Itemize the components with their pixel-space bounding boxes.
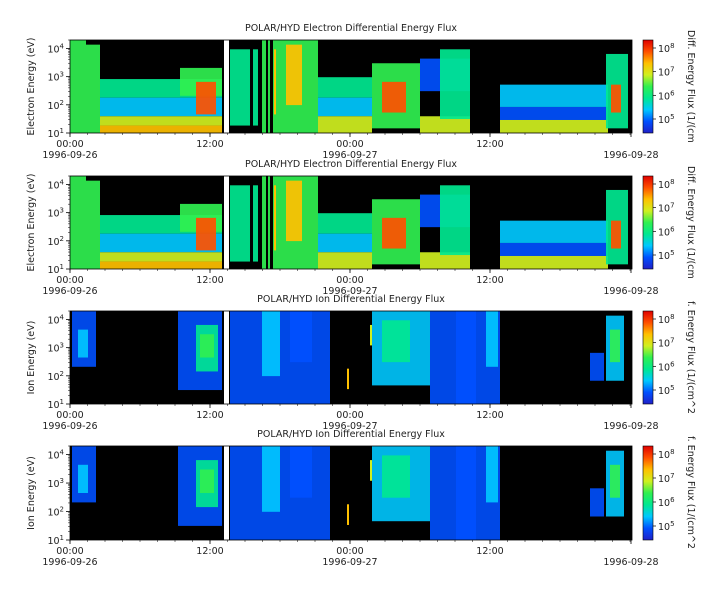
x-tick-date: 1996-09-28 bbox=[603, 557, 658, 568]
colorbar-tick-label: 105 bbox=[658, 249, 675, 262]
x-tick-date: 1996-09-27 bbox=[322, 421, 377, 432]
colorbar: 105 106 107 108 f. Energy Flux (1/(cm^2 bbox=[642, 301, 696, 414]
y-tick-label: 102 bbox=[47, 370, 64, 383]
colorbar-tick-label: 105 bbox=[658, 384, 675, 397]
y-tick-label: 104 bbox=[47, 42, 64, 55]
x-tick-label: 00:00 bbox=[336, 410, 363, 421]
plot-frame bbox=[69, 445, 633, 541]
plot-frame bbox=[69, 310, 633, 405]
x-tick-label: 12:00 bbox=[476, 410, 503, 421]
spectrogram-panel-1: POLAR/HYD Electron Differential Energy F… bbox=[26, 23, 696, 161]
colorbar-label: f. Energy Flux (1/(cm^2 bbox=[685, 436, 696, 549]
x-tick-date: 1996-09-27 bbox=[322, 150, 377, 161]
colorbar: 105 106 107 108 f. Energy Flux (1/(cm^2 bbox=[642, 436, 696, 549]
y-tick-label: 101 bbox=[47, 534, 64, 547]
y-tick-label: 104 bbox=[47, 313, 64, 326]
x-tick-date: 1996-09-26 bbox=[42, 421, 97, 432]
x-tick-label: 00:00 bbox=[56, 410, 83, 421]
colorbar-tick-label: 105 bbox=[658, 520, 675, 533]
panel-title: POLAR/HYD Ion Differential Energy Flux bbox=[257, 294, 445, 305]
y-tick-label: 102 bbox=[47, 235, 64, 248]
colorbar-tick-label: 108 bbox=[658, 42, 675, 55]
spectrogram-panel-3: POLAR/HYD Ion Differential Energy Flux Io… bbox=[26, 294, 696, 432]
x-tick-date: 1996-09-28 bbox=[603, 286, 658, 297]
x-tick-label: 12:00 bbox=[196, 139, 223, 150]
x-tick-label: 12:00 bbox=[196, 275, 223, 286]
y-tick-label: 101 bbox=[47, 398, 64, 411]
colorbar: 105 106 107 108 Diff. Energy Flux (1/(cm bbox=[642, 166, 696, 279]
y-axis-label: Ion Energy (eV) bbox=[26, 321, 37, 395]
colorbar-label: Diff. Energy Flux (1/(cm bbox=[685, 30, 696, 143]
x-tick-date: 1996-09-27 bbox=[322, 286, 377, 297]
plot-frame bbox=[69, 39, 633, 134]
colorbar: 105 106 107 108 Diff. Energy Flux (1/(cm bbox=[642, 30, 696, 143]
colorbar-tick-label: 107 bbox=[658, 66, 675, 79]
y-tick-label: 103 bbox=[47, 71, 64, 84]
y-tick-label: 104 bbox=[47, 178, 64, 191]
panel-title: POLAR/HYD Electron Differential Energy F… bbox=[245, 159, 457, 170]
colorbar-tick-label: 108 bbox=[658, 178, 675, 191]
x-tick-label: 12:00 bbox=[196, 546, 223, 557]
colorbar-tick-label: 106 bbox=[658, 360, 675, 373]
x-tick-label: 00:00 bbox=[56, 275, 83, 286]
colorbar-label: Diff. Energy Flux (1/(cm bbox=[685, 166, 696, 279]
x-tick-label: 12:00 bbox=[196, 410, 223, 421]
x-tick-date: 1996-09-26 bbox=[42, 557, 97, 568]
x-tick-label: 12:00 bbox=[476, 139, 503, 150]
colorbar-label: f. Energy Flux (1/(cm^2 bbox=[685, 301, 696, 414]
heatmap-image bbox=[70, 40, 632, 133]
colorbar-tick-label: 107 bbox=[658, 472, 675, 485]
y-tick-label: 101 bbox=[47, 127, 64, 140]
heatmap-image bbox=[70, 446, 632, 540]
y-axis-label: Electron Energy (eV) bbox=[26, 173, 37, 271]
colorbar-tick-label: 106 bbox=[658, 496, 675, 509]
x-tick-label: 12:00 bbox=[476, 546, 503, 557]
x-tick-date: 1996-09-27 bbox=[322, 557, 377, 568]
x-tick-label: 00:00 bbox=[56, 546, 83, 557]
y-tick-label: 103 bbox=[47, 342, 64, 355]
x-tick-label: 00:00 bbox=[336, 546, 363, 557]
colorbar-tick-label: 108 bbox=[658, 448, 675, 461]
colorbar-tick-label: 108 bbox=[658, 313, 675, 326]
colorbar-tick-label: 105 bbox=[658, 113, 675, 126]
x-tick-label: 00:00 bbox=[56, 139, 83, 150]
colorbar-tick-label: 106 bbox=[658, 225, 675, 238]
y-axis-label: Ion Energy (eV) bbox=[26, 456, 37, 530]
panel-title: POLAR/HYD Ion Differential Energy Flux bbox=[257, 429, 445, 440]
spectrogram-panel-4: POLAR/HYD Ion Differential Energy Flux Io… bbox=[26, 429, 696, 568]
colorbar-tick-label: 107 bbox=[658, 337, 675, 350]
x-tick-date: 1996-09-28 bbox=[603, 421, 658, 432]
y-tick-label: 104 bbox=[47, 449, 64, 462]
x-tick-label: 12:00 bbox=[476, 275, 503, 286]
y-tick-label: 102 bbox=[47, 99, 64, 112]
heatmap-image bbox=[70, 311, 632, 404]
x-tick-date: 1996-09-26 bbox=[42, 150, 97, 161]
y-tick-label: 101 bbox=[47, 263, 64, 276]
x-tick-label: 00:00 bbox=[336, 275, 363, 286]
heatmap-image bbox=[70, 176, 632, 269]
y-tick-label: 103 bbox=[47, 207, 64, 220]
x-tick-date: 1996-09-26 bbox=[42, 286, 97, 297]
plot-frame bbox=[69, 175, 633, 270]
x-tick-label: 00:00 bbox=[336, 139, 363, 150]
y-axis-label: Electron Energy (eV) bbox=[26, 37, 37, 135]
x-tick-date: 1996-09-28 bbox=[603, 150, 658, 161]
panel-title: POLAR/HYD Electron Differential Energy F… bbox=[245, 23, 457, 34]
y-tick-label: 102 bbox=[47, 506, 64, 519]
colorbar-tick-label: 106 bbox=[658, 89, 675, 102]
colorbar-tick-label: 107 bbox=[658, 202, 675, 215]
spectrogram-panel-2: POLAR/HYD Electron Differential Energy F… bbox=[26, 159, 696, 297]
y-tick-label: 103 bbox=[47, 477, 64, 490]
